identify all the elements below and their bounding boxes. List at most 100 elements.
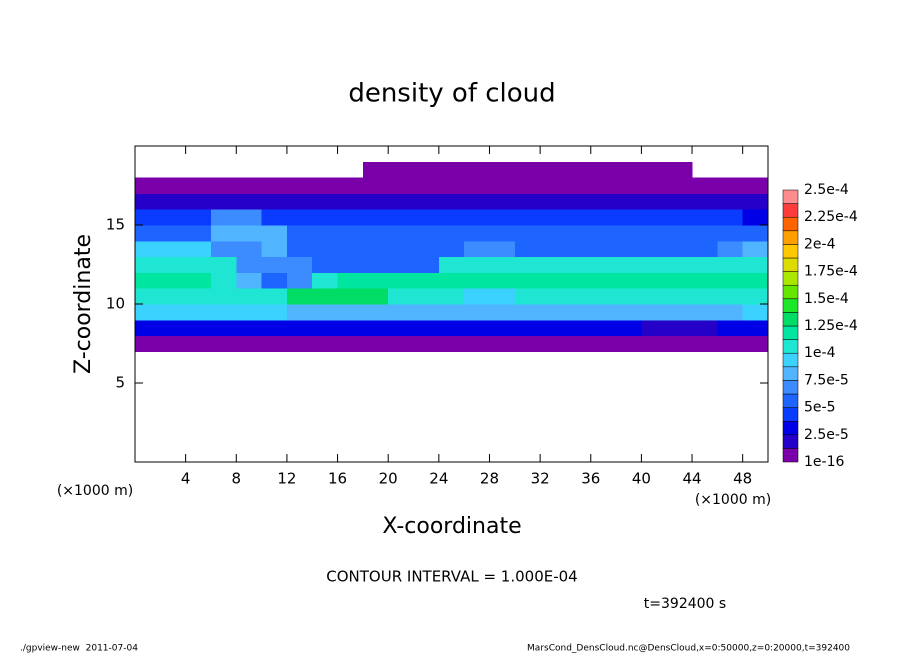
cell bbox=[641, 272, 668, 289]
cell bbox=[565, 209, 592, 226]
cell bbox=[413, 304, 440, 321]
cell bbox=[438, 304, 465, 321]
cell bbox=[210, 193, 237, 210]
x-tick-label: 36 bbox=[581, 470, 600, 488]
cell bbox=[616, 225, 642, 242]
cell bbox=[590, 335, 617, 352]
cell bbox=[590, 304, 617, 321]
cell bbox=[210, 256, 237, 273]
footer-right: MarsCond_DensCloud.nc@DensCloud,x=0:5000… bbox=[527, 644, 850, 654]
cell bbox=[312, 193, 339, 210]
cell bbox=[413, 272, 440, 289]
cell bbox=[540, 225, 566, 242]
cell bbox=[185, 304, 212, 321]
cell bbox=[413, 335, 440, 352]
cell bbox=[692, 225, 718, 242]
cell bbox=[287, 162, 313, 178]
cell bbox=[590, 209, 617, 226]
cell bbox=[185, 256, 212, 273]
colorbar-segment bbox=[782, 284, 799, 300]
cell bbox=[692, 288, 718, 305]
cell bbox=[135, 256, 161, 273]
cell bbox=[362, 319, 389, 337]
cell bbox=[565, 256, 592, 273]
cell bbox=[236, 304, 263, 321]
cell bbox=[742, 209, 769, 226]
cell bbox=[717, 288, 744, 305]
cell bbox=[590, 272, 617, 289]
cell bbox=[160, 319, 187, 337]
cell bbox=[742, 240, 769, 258]
cell bbox=[236, 225, 263, 242]
cell bbox=[413, 240, 440, 258]
cell bbox=[362, 161, 389, 179]
colorbar-label: 7.5e-5 bbox=[804, 372, 849, 388]
cell bbox=[261, 240, 288, 258]
colorbar-segment bbox=[782, 189, 799, 204]
cell bbox=[489, 304, 516, 321]
cell bbox=[489, 193, 516, 210]
cell bbox=[514, 193, 541, 210]
x-tick-label: 20 bbox=[379, 470, 398, 488]
colorbar-label: 2.25e-4 bbox=[804, 209, 858, 225]
cell bbox=[312, 240, 339, 258]
colorbar-label: 1e-16 bbox=[804, 454, 844, 470]
cell bbox=[312, 335, 339, 352]
cell bbox=[185, 288, 212, 305]
cell bbox=[135, 240, 161, 258]
cell bbox=[616, 240, 642, 258]
cell bbox=[135, 304, 161, 321]
cell bbox=[565, 240, 592, 258]
cell bbox=[312, 177, 339, 194]
cell bbox=[489, 272, 516, 289]
cell bbox=[742, 335, 769, 352]
cell bbox=[717, 240, 744, 258]
cell bbox=[185, 335, 212, 352]
cell bbox=[236, 193, 263, 210]
cell bbox=[514, 288, 541, 305]
cell bbox=[312, 319, 339, 337]
cell bbox=[337, 209, 364, 226]
cell bbox=[464, 209, 490, 226]
y-unit: (×1000 m) bbox=[57, 483, 133, 499]
cell bbox=[641, 225, 668, 242]
cell bbox=[362, 209, 389, 226]
cell bbox=[438, 319, 465, 337]
cell bbox=[236, 256, 263, 273]
cell bbox=[362, 272, 389, 289]
cell bbox=[438, 272, 465, 289]
cell bbox=[438, 177, 465, 194]
cell bbox=[312, 272, 339, 289]
cell bbox=[616, 288, 642, 305]
cell bbox=[286, 209, 313, 226]
cell bbox=[413, 177, 440, 194]
cell bbox=[337, 335, 364, 352]
cell bbox=[413, 256, 440, 273]
colorbar-label: 2.5e-5 bbox=[804, 427, 849, 443]
cell bbox=[616, 272, 642, 289]
cell bbox=[464, 256, 490, 273]
cell bbox=[236, 319, 263, 337]
cell bbox=[540, 319, 566, 337]
cell bbox=[261, 319, 288, 337]
cell bbox=[312, 209, 339, 226]
cell bbox=[616, 209, 642, 226]
cell bbox=[590, 288, 617, 305]
cell bbox=[337, 272, 364, 289]
colorbar-segment bbox=[782, 407, 799, 422]
cell bbox=[186, 162, 212, 178]
cell bbox=[641, 240, 668, 258]
cell bbox=[160, 162, 186, 178]
cell bbox=[160, 225, 187, 242]
cell bbox=[135, 225, 161, 242]
cell bbox=[717, 162, 743, 178]
cell bbox=[742, 177, 769, 194]
cell bbox=[236, 272, 263, 289]
cell bbox=[413, 225, 440, 242]
cell bbox=[717, 225, 744, 242]
cell bbox=[337, 193, 364, 210]
cell bbox=[489, 335, 516, 352]
colorbar-label: 1e-4 bbox=[804, 345, 836, 361]
x-unit: (×1000 m) bbox=[695, 492, 771, 508]
